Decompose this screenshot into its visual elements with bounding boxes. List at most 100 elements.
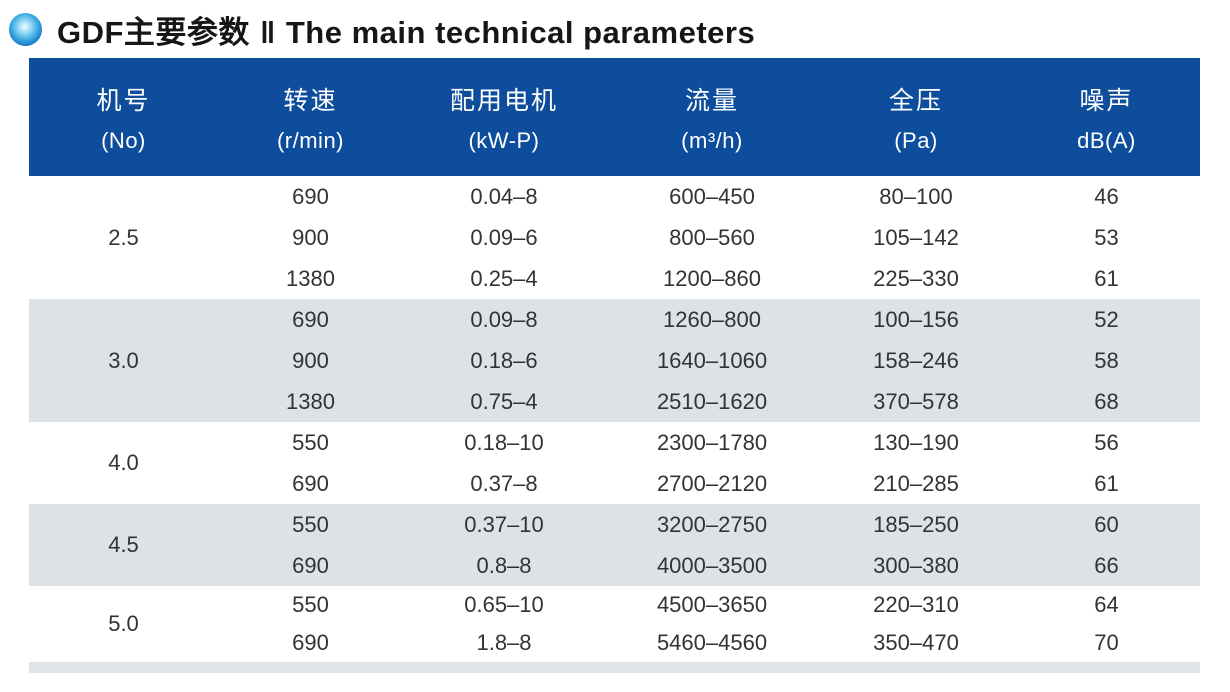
cell-motor: 0.09–8 bbox=[403, 299, 605, 340]
col-header-noise: 噪声 dB(A) bbox=[1013, 58, 1200, 176]
cell-noise: 70 bbox=[1013, 624, 1200, 662]
col-header-speed-unit: (r/min) bbox=[276, 127, 345, 153]
cell-flow: 4500–3650 bbox=[605, 586, 819, 624]
bullet-icon bbox=[9, 12, 42, 46]
cell-flow: 4000–3500 bbox=[605, 545, 819, 586]
cell-speed: 690 bbox=[218, 176, 403, 217]
cell-noise: 52 bbox=[1013, 299, 1200, 340]
cell-speed: 690 bbox=[218, 463, 403, 504]
table-body: 2.5 690 0.04–8 600–450 80–100 46 900 0.0… bbox=[29, 176, 1200, 662]
cell-noise: 61 bbox=[1013, 258, 1200, 299]
header-row: 机号 (No) 转速 (r/min) 配用电机 (kW-P) 流量 (m³/h) 全压 (… bbox=[29, 58, 1200, 176]
cell-model-no: 2.5 bbox=[29, 176, 218, 299]
title-chinese: GDF主要参数 bbox=[57, 14, 250, 50]
cell-pressure: 185–250 bbox=[819, 504, 1013, 545]
col-header-pressure-unit: (Pa) bbox=[894, 127, 938, 153]
table-row: 900 0.18–6 1640–1060 158–246 58 bbox=[29, 340, 1200, 381]
next-band-partial bbox=[29, 662, 1200, 673]
cell-flow: 1640–1060 bbox=[605, 340, 819, 381]
cell-noise: 61 bbox=[1013, 463, 1200, 504]
col-header-model-no: 机号 (No) bbox=[29, 58, 218, 176]
col-header-motor-unit: (kW-P) bbox=[468, 127, 540, 153]
cell-pressure: 210–285 bbox=[819, 463, 1013, 504]
parameters-table: 机号 (No) 转速 (r/min) 配用电机 (kW-P) 流量 (m³/h) 全压 (… bbox=[29, 58, 1200, 662]
col-header-speed-cn: 转速 bbox=[283, 86, 338, 115]
cell-noise: 53 bbox=[1013, 217, 1200, 258]
cell-pressure: 350–470 bbox=[819, 624, 1013, 662]
cell-motor: 0.37–10 bbox=[403, 504, 605, 545]
table-header: 机号 (No) 转速 (r/min) 配用电机 (kW-P) 流量 (m³/h) 全压 (… bbox=[29, 58, 1200, 176]
cell-noise: 60 bbox=[1013, 504, 1200, 545]
col-header-noise-cn: 噪声 bbox=[1079, 86, 1134, 115]
cell-pressure: 300–380 bbox=[819, 545, 1013, 586]
cell-motor: 0.18–10 bbox=[403, 422, 605, 463]
cell-motor: 1.8–8 bbox=[403, 624, 605, 662]
col-header-motor-cn: 配用电机 bbox=[449, 86, 558, 115]
cell-model-no: 4.5 bbox=[29, 504, 218, 586]
page-title: GDF主要参数 ‖ The main technical parameters bbox=[57, 7, 755, 52]
table-row: 900 0.09–6 800–560 105–142 53 bbox=[29, 217, 1200, 258]
table-row: 3.0 690 0.09–8 1260–800 100–156 52 bbox=[29, 299, 1200, 422]
col-header-flow-cn: 流量 bbox=[684, 86, 739, 115]
cell-motor: 0.09–6 bbox=[403, 217, 605, 258]
col-header-flow-unit: (m³/h) bbox=[681, 127, 743, 153]
col-header-model-no-unit: (No) bbox=[101, 127, 146, 153]
cell-speed: 1380 bbox=[218, 381, 403, 422]
cell-noise: 56 bbox=[1013, 422, 1200, 463]
cell-pressure: 225–330 bbox=[819, 258, 1013, 299]
cell-speed: 550 bbox=[218, 504, 403, 545]
cell-speed: 550 bbox=[218, 422, 403, 463]
cell-speed: 690 bbox=[218, 545, 403, 586]
table-row: 1380 0.25–4 1200–860 225–330 61 bbox=[29, 258, 1200, 299]
title-english: The main technical parameters bbox=[285, 14, 756, 50]
cell-flow: 5460–4560 bbox=[605, 624, 819, 662]
section-header: GDF主要参数 ‖ The main technical parameters bbox=[0, 0, 1230, 58]
title-divider-icon: ‖ bbox=[259, 14, 276, 50]
cell-motor: 0.75–4 bbox=[403, 381, 605, 422]
cell-noise: 66 bbox=[1013, 545, 1200, 586]
col-header-flow: 流量 (m³/h) bbox=[605, 58, 819, 176]
cell-pressure: 105–142 bbox=[819, 217, 1013, 258]
col-header-motor: 配用电机 (kW-P) bbox=[403, 58, 605, 176]
col-header-noise-unit: dB(A) bbox=[1077, 127, 1136, 153]
col-header-model-no-cn: 机号 bbox=[96, 86, 151, 115]
cell-motor: 0.04–8 bbox=[403, 176, 605, 217]
cell-pressure: 220–310 bbox=[819, 586, 1013, 624]
table-row: 5.0 550 0.65–10 4500–3650 220–310 64 bbox=[29, 586, 1200, 662]
cell-flow: 2510–1620 bbox=[605, 381, 819, 422]
cell-speed: 690 bbox=[218, 624, 403, 662]
cell-speed: 1380 bbox=[218, 258, 403, 299]
cell-flow: 3200–2750 bbox=[605, 504, 819, 545]
cell-flow: 1200–860 bbox=[605, 258, 819, 299]
cell-noise: 68 bbox=[1013, 381, 1200, 422]
cell-flow: 1260–800 bbox=[605, 299, 819, 340]
table-row: 2.5 690 0.04–8 600–450 80–100 46 bbox=[29, 176, 1200, 299]
cell-motor: 0.25–4 bbox=[403, 258, 605, 299]
cell-motor: 0.65–10 bbox=[403, 586, 605, 624]
cell-model-no: 4.0 bbox=[29, 422, 218, 504]
cell-pressure: 100–156 bbox=[819, 299, 1013, 340]
table-row: 4.0 550 0.18–10 2300–1780 130–190 56 bbox=[29, 422, 1200, 504]
cell-speed: 690 bbox=[218, 299, 403, 340]
cell-pressure: 130–190 bbox=[819, 422, 1013, 463]
cell-noise: 64 bbox=[1013, 586, 1200, 624]
cell-model-no: 3.0 bbox=[29, 299, 218, 422]
cell-flow: 600–450 bbox=[605, 176, 819, 217]
col-header-pressure: 全压 (Pa) bbox=[819, 58, 1013, 176]
col-header-speed: 转速 (r/min) bbox=[218, 58, 403, 176]
cell-speed: 550 bbox=[218, 586, 403, 624]
cell-pressure: 158–246 bbox=[819, 340, 1013, 381]
cell-flow: 2700–2120 bbox=[605, 463, 819, 504]
table-row: 4.5 550 0.37–10 3200–2750 185–250 60 bbox=[29, 504, 1200, 586]
cell-noise: 58 bbox=[1013, 340, 1200, 381]
cell-flow: 800–560 bbox=[605, 217, 819, 258]
table-row: 690 0.8–8 4000–3500 300–380 66 bbox=[29, 545, 1200, 586]
cell-speed: 900 bbox=[218, 217, 403, 258]
cell-motor: 0.8–8 bbox=[403, 545, 605, 586]
cell-speed: 900 bbox=[218, 340, 403, 381]
table-row: 690 0.37–8 2700–2120 210–285 61 bbox=[29, 463, 1200, 504]
cell-pressure: 370–578 bbox=[819, 381, 1013, 422]
cell-model-no: 5.0 bbox=[29, 586, 218, 662]
table-row: 690 1.8–8 5460–4560 350–470 70 bbox=[29, 624, 1200, 662]
cell-noise: 46 bbox=[1013, 176, 1200, 217]
